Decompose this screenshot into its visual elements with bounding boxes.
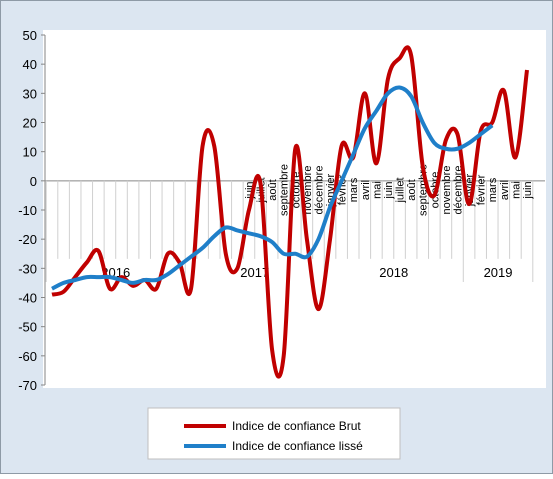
y-tick-label: -20 xyxy=(18,232,37,247)
legend-label: Indice de confiance Brut xyxy=(232,419,361,433)
y-tick-label: 30 xyxy=(23,86,37,101)
x-tick-label: novembre xyxy=(441,166,453,215)
x-tick-label: juin xyxy=(522,181,534,199)
series-line xyxy=(51,85,494,291)
y-tick-label: 0 xyxy=(30,174,37,189)
x-tick-label: avril xyxy=(499,180,511,200)
x-tick-label: décembre xyxy=(452,166,464,215)
legend xyxy=(147,407,401,460)
year-label: 2018 xyxy=(379,265,408,280)
x-tick-label: septembre xyxy=(279,164,291,216)
x-tick-label: avril xyxy=(360,180,372,200)
y-tick-label: 10 xyxy=(23,145,37,160)
x-tick-label: février xyxy=(476,174,488,205)
y-tick-label: 50 xyxy=(23,28,37,43)
y-tick-label: -40 xyxy=(18,291,37,306)
y-tick-label: -60 xyxy=(18,349,37,364)
year-label: 2017 xyxy=(240,265,269,280)
y-tick-label: 20 xyxy=(23,116,37,131)
legend-label: Indice de confiance lissé xyxy=(232,439,363,453)
x-tick-label: juillet xyxy=(395,177,407,203)
x-tick-label: mars xyxy=(348,177,360,202)
year-label: 2019 xyxy=(484,265,513,280)
x-tick-label: juin xyxy=(383,181,395,199)
x-tick-label: août xyxy=(406,179,418,200)
x-tick-label: mars xyxy=(487,177,499,202)
x-tick-label: août xyxy=(267,179,279,200)
y-tick-label: -50 xyxy=(18,320,37,335)
y-tick-label: 40 xyxy=(23,57,37,72)
y-tick-label: -70 xyxy=(18,378,37,393)
y-tick-label: -10 xyxy=(18,203,37,218)
x-tick-label: mai xyxy=(510,181,522,199)
x-tick-label: mai xyxy=(371,181,383,199)
y-tick-label: -30 xyxy=(18,261,37,276)
x-tick-label: décembre xyxy=(313,166,325,215)
